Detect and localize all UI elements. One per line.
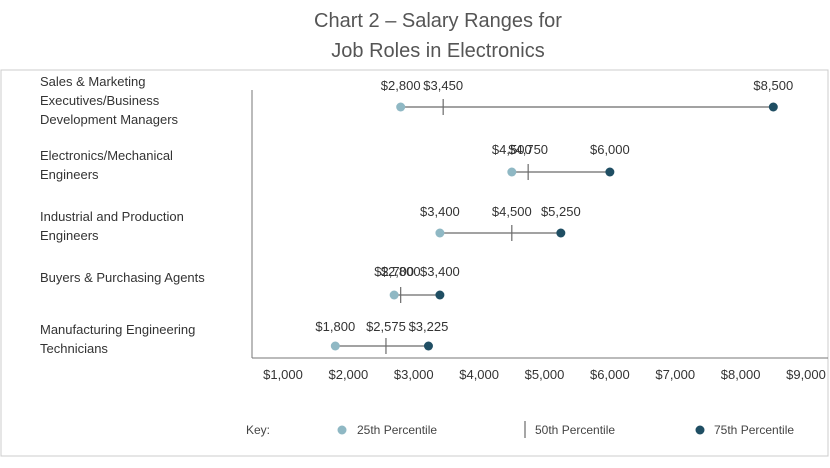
chart-title-line-1: Chart 2 – Salary Ranges for	[314, 10, 562, 32]
category-row: Manufacturing Engineering Technicians $1,8…	[40, 319, 448, 356]
x-tick-label: $9,000	[786, 367, 826, 382]
x-tick-label: $1,000	[263, 367, 303, 382]
category-label: Engineers	[40, 228, 99, 243]
category-row: Sales & Marketing Executives/Business Deve…	[40, 74, 793, 127]
category-label: Technicians	[40, 341, 108, 356]
p50-value-label: $3,450	[423, 78, 463, 93]
category-label: Industrial and Production	[40, 209, 184, 224]
legend-item: 75th Percentile	[714, 423, 794, 437]
legend-p75-swatch	[695, 425, 705, 435]
p50-value-label: $2,800	[381, 264, 421, 279]
x-tick-label: $8,000	[721, 367, 761, 382]
x-tick-label: $6,000	[590, 367, 630, 382]
chart-title-line-2: Job Roles in Electronics	[331, 40, 544, 62]
p25-point	[330, 341, 340, 351]
category-row: Electronics/Mechanical Engineers $4,500$4,…	[40, 142, 630, 182]
x-tick-label: $7,000	[655, 367, 695, 382]
category-label: Sales & Marketing	[40, 74, 146, 89]
category-row: Buyers & Purchasing Agents $2,700$2,800 $3…	[40, 264, 460, 303]
category-label: Electronics/Mechanical	[40, 148, 173, 163]
category-label: Buyers & Purchasing Agents	[40, 270, 205, 285]
p25-value-label: $2,700	[374, 264, 414, 279]
p25-point	[507, 167, 517, 177]
category-label: Development Managers	[40, 112, 179, 127]
p75-point	[605, 167, 615, 177]
p25-point	[389, 290, 399, 300]
x-tick-label: $2,000	[328, 367, 368, 382]
p25-value-label: $1,800	[315, 319, 355, 334]
p75-point	[556, 228, 566, 238]
category-row: Industrial and Production Engineers $3,400…	[40, 204, 581, 243]
p25-point	[396, 102, 406, 112]
p50-value-label: $2,575	[366, 319, 406, 334]
category-label: Executives/Business	[40, 93, 160, 108]
p25-value-label: $4,500	[492, 142, 532, 157]
p75-value-label: $3,400	[420, 264, 460, 279]
chart-frame	[0, 69, 829, 457]
p50-value-label: $4,750	[508, 142, 548, 157]
p75-value-label: $5,250	[541, 204, 581, 219]
p75-point	[435, 290, 445, 300]
category-label: Manufacturing Engineering	[40, 322, 195, 337]
category-label: Engineers	[40, 167, 99, 182]
p75-point	[768, 102, 778, 112]
x-tick-label: $4,000	[459, 367, 499, 382]
legend-prefix: Key:	[246, 423, 270, 437]
p25-point	[435, 228, 445, 238]
plot-area: Sales & Marketing Executives/Business Deve…	[40, 74, 793, 356]
p50-value-label: $4,500	[492, 204, 532, 219]
x-axis: $1,000 $2,000 $3,000 $4,000 $5,000 $6,000 $7,0…	[251, 90, 828, 382]
p25-value-label: $2,800	[381, 78, 421, 93]
legend-item: 25th Percentile	[357, 423, 437, 437]
x-tick-label: $3,000	[394, 367, 434, 382]
legend-item: 50th Percentile	[535, 423, 615, 437]
p25-value-label: $3,400	[420, 204, 460, 219]
p75-value-label: $3,225	[409, 319, 449, 334]
legend: Key: 25th Percentile 50th Percentile 75th P…	[246, 421, 794, 438]
legend-p25-swatch	[337, 425, 347, 435]
p75-value-label: $6,000	[590, 142, 630, 157]
x-tick-label: $5,000	[525, 367, 565, 382]
p75-value-label: $8,500	[753, 78, 793, 93]
p75-point	[423, 341, 433, 351]
